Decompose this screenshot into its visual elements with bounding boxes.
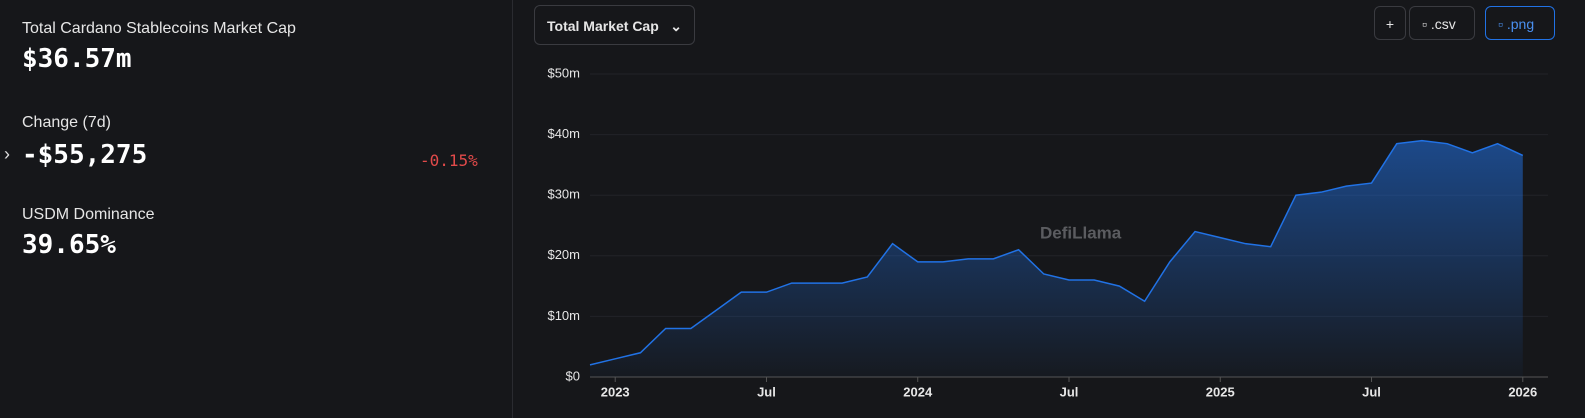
line (589, 139, 1524, 366)
x-tick-label: 2025 (1206, 384, 1235, 399)
watermark: DefiLlama (1040, 223, 1122, 242)
change-percent: -0.15% (420, 151, 478, 170)
x-tick-label: 2026 (1508, 384, 1537, 399)
stat-label: Change (7d) (22, 114, 111, 131)
button-text: .csv (1430, 16, 1456, 32)
x-tick-label: 2024 (903, 384, 933, 399)
x-tick-label: Jul (757, 384, 776, 399)
area (590, 140, 1523, 377)
x-tick-label: Jul (1362, 384, 1381, 399)
stat-label: Total Cardano Stablecoins Market Cap (22, 20, 296, 37)
x-tick-label: Jul (1060, 384, 1079, 399)
y-tick-label: $10m (547, 308, 580, 323)
expand-arrow[interactable]: › (4, 144, 10, 164)
add-button[interactable]: + (1374, 6, 1406, 40)
x-tick-label: 2023 (601, 384, 630, 399)
stats-panel: Total Cardano Stablecoins Market Cap $36… (0, 0, 513, 418)
stat-value: -$55,275 (22, 140, 148, 170)
png-button[interactable]: ▫ .png (1485, 6, 1555, 40)
metric-dropdown[interactable]: Total Market Cap ⌄ (534, 5, 695, 45)
y-tick-label: $50m (547, 65, 580, 80)
stat-value: 39.65% (22, 230, 116, 260)
csv-button[interactable]: ▫ .csv (1409, 6, 1475, 40)
chevron: ⌄ (670, 18, 682, 34)
button-text: .png (1506, 16, 1535, 32)
y-tick-label: $40m (547, 126, 580, 141)
y-tick-label: $0 (566, 368, 580, 383)
stat-value: $36.57m (22, 44, 132, 74)
stat-label: USDM Dominance (22, 206, 155, 223)
dropdown-text: Total Market Cap (547, 18, 659, 34)
y-tick-label: $20m (547, 247, 580, 262)
y-tick-label: $30m (547, 187, 580, 202)
